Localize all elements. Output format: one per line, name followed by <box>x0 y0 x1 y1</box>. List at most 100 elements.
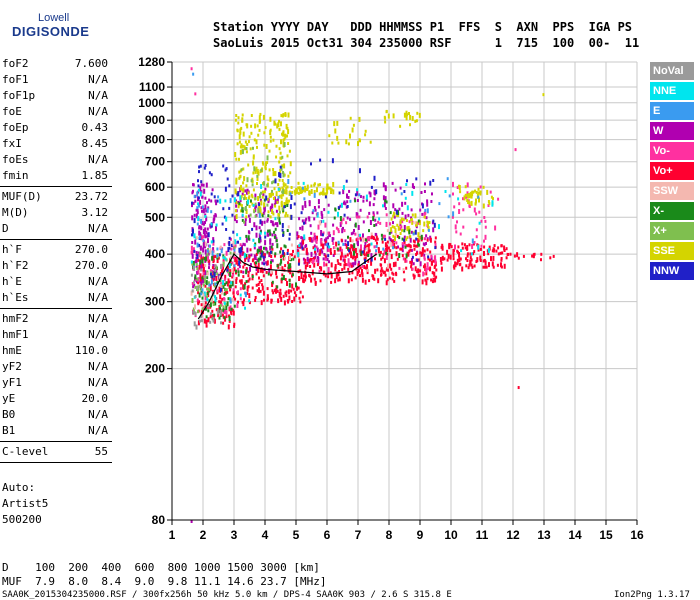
data-point <box>443 257 446 261</box>
data-point <box>401 243 404 249</box>
x-tick-label: 3 <box>231 528 238 542</box>
data-point <box>469 256 472 260</box>
data-point <box>231 281 234 287</box>
data-point <box>401 242 404 246</box>
data-point <box>289 255 291 261</box>
data-point <box>369 140 372 144</box>
data-point <box>195 324 198 330</box>
data-point <box>256 168 259 174</box>
data-point <box>225 305 228 311</box>
data-point <box>399 232 402 235</box>
data-point <box>359 238 362 242</box>
data-point <box>255 139 258 145</box>
data-point <box>314 252 317 256</box>
data-point <box>195 261 198 265</box>
data-point <box>225 288 228 292</box>
data-point <box>503 263 506 269</box>
data-point <box>338 278 341 282</box>
data-point <box>462 225 465 229</box>
data-point <box>206 232 209 238</box>
data-point <box>401 254 404 258</box>
data-point <box>192 183 195 187</box>
data-point <box>466 259 469 262</box>
param-label: B1 <box>2 424 16 437</box>
data-point <box>304 258 307 264</box>
data-point <box>235 177 238 181</box>
data-point <box>413 274 416 278</box>
data-point <box>221 313 224 317</box>
data-point <box>234 285 237 289</box>
data-point <box>222 305 225 309</box>
data-point <box>377 248 380 254</box>
data-point <box>406 244 408 248</box>
data-point <box>256 258 259 262</box>
data-point <box>304 264 307 270</box>
data-point <box>229 284 232 288</box>
data-point <box>483 251 485 256</box>
data-point <box>267 233 270 237</box>
data-point <box>287 289 290 295</box>
data-point <box>215 266 218 270</box>
data-point <box>260 200 263 206</box>
data-point <box>297 235 300 239</box>
data-point <box>361 250 364 254</box>
data-point <box>385 255 388 260</box>
data-point <box>272 291 275 295</box>
data-point <box>283 300 286 306</box>
data-point <box>402 268 405 271</box>
data-point <box>434 243 437 247</box>
data-point <box>200 257 203 261</box>
data-point <box>427 257 430 261</box>
data-point <box>323 261 326 267</box>
data-point <box>457 184 460 188</box>
data-point <box>453 248 455 252</box>
data-point <box>197 216 200 222</box>
data-point <box>301 225 304 231</box>
data-point <box>237 273 240 277</box>
data-point <box>330 262 333 268</box>
data-point <box>191 215 194 221</box>
data-point <box>211 275 214 279</box>
data-point <box>238 170 241 174</box>
data-point <box>233 248 236 252</box>
data-point <box>203 166 206 170</box>
data-point <box>258 115 261 121</box>
data-point <box>277 187 280 191</box>
param-value: 0.43 <box>81 121 109 134</box>
data-point <box>203 291 206 297</box>
data-point <box>212 237 215 243</box>
data-point <box>225 250 228 256</box>
data-point <box>203 233 206 237</box>
data-point <box>432 227 435 233</box>
data-point <box>360 244 362 250</box>
data-point <box>278 127 281 131</box>
data-point <box>231 273 234 277</box>
data-point <box>205 230 208 234</box>
data-point <box>339 216 342 221</box>
data-point <box>373 175 376 181</box>
data-point <box>325 237 328 243</box>
data-point <box>346 205 349 208</box>
data-point <box>201 261 204 267</box>
data-point <box>426 262 429 268</box>
data-point <box>248 293 251 299</box>
data-point <box>241 119 244 123</box>
data-point <box>366 247 369 251</box>
data-point <box>289 204 292 210</box>
data-point <box>267 214 270 218</box>
data-point <box>314 280 317 286</box>
data-point <box>283 189 286 193</box>
data-point <box>322 219 325 223</box>
data-point <box>247 140 250 144</box>
data-point <box>259 239 262 243</box>
data-point <box>204 257 207 260</box>
data-point <box>315 245 318 249</box>
data-point <box>279 250 282 254</box>
data-point <box>227 272 230 276</box>
profile-curve <box>197 253 377 320</box>
data-point <box>299 300 302 304</box>
data-point <box>222 164 225 168</box>
data-point <box>266 260 269 266</box>
data-point <box>405 183 408 186</box>
data-point <box>368 236 371 242</box>
